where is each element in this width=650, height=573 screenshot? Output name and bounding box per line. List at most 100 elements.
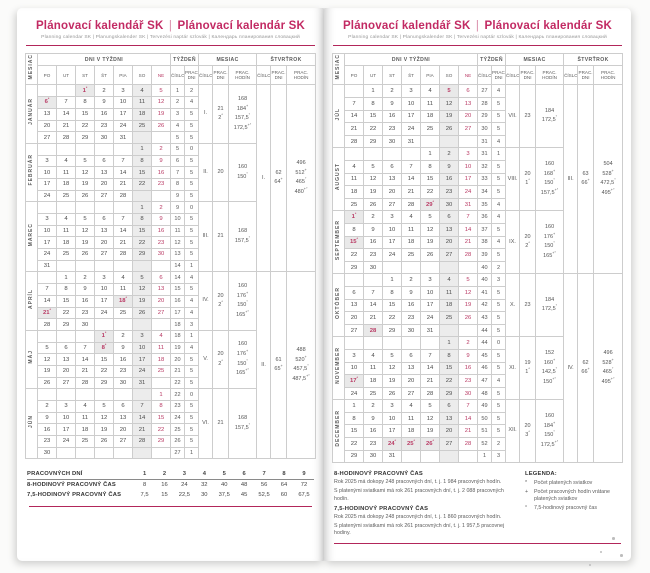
day-cell: 27 [56, 376, 76, 390]
working-hours-value: 5 [214, 468, 235, 480]
day-cell: 29 [75, 131, 95, 144]
day-cell [75, 388, 95, 402]
month-workdays-cell: 23 [519, 84, 537, 149]
day-cell: 30 [150, 248, 172, 261]
day-cell: 19 [382, 374, 402, 388]
day-cell: 28 [75, 376, 95, 390]
day-cell: 9 [75, 283, 95, 296]
stat-header: PRAC. DNI [270, 65, 288, 86]
day-cell: 11 [56, 166, 76, 179]
day-cell: 3 [382, 399, 402, 413]
day-cell [56, 388, 76, 402]
day-cell: 23 [150, 177, 172, 191]
day-cell: 1 [56, 271, 76, 285]
day-cell [457, 449, 479, 464]
day-cell: 11 [344, 172, 364, 187]
week-number-cell: 22 [170, 376, 186, 390]
day-cell: 17 [37, 177, 57, 191]
day-cell: 27 [113, 435, 133, 448]
month-name-label: NOVEMBER [335, 347, 341, 385]
day-cell: 12 [420, 223, 440, 237]
day-cell: 13 [382, 172, 402, 187]
day-cell: 10 [132, 341, 152, 355]
day-cell: 18 [75, 423, 95, 437]
week-row: 24 25 26 27 28 29 30 13 5 [26, 248, 316, 261]
working-hours-row: 8-HODINOVÝ PRACOVNÝ ČAS 8 16 24 32 40 48 56 64 72 [27, 479, 314, 490]
quarter-header: ŠTVRŤROK [563, 52, 624, 67]
day-cell: 6 [382, 160, 402, 174]
stat-header: PRAC. HODÍN [593, 65, 624, 86]
day-cell: 5 [363, 160, 383, 174]
legend-symbol: * [525, 479, 528, 486]
quarter-workdays-cell: 62 64+ [270, 84, 288, 273]
day-cell: 17 [457, 172, 479, 187]
week-number-cell: 3 [170, 107, 186, 121]
week-workdays-cell: 5 [491, 97, 507, 111]
day-cell: 15 [150, 411, 172, 425]
day-cell: 5 [75, 213, 95, 226]
week-number-cell: 6 [170, 154, 186, 168]
day-cell: 22 [363, 122, 383, 136]
day-cell: 16 [37, 423, 57, 437]
day-cell [56, 259, 76, 273]
week-workdays-cell: 5 [184, 411, 200, 425]
month-number-cell: XI. [505, 336, 521, 401]
month-hours-cell: 184 172,5° [535, 84, 565, 149]
day-cell: 20 [94, 236, 114, 250]
day-cell [113, 201, 133, 215]
day-cell: 19 [94, 423, 114, 437]
day-cell: 18 [56, 236, 76, 250]
week-workdays-cell: 0 [184, 388, 200, 402]
day-cell [56, 84, 76, 98]
working-hours-value: 40 [221, 482, 228, 489]
day-cell: 19 [75, 236, 95, 250]
day-cell: 25 [344, 197, 364, 212]
day-cell: 21 [457, 235, 479, 250]
calendar-body: JANUÁR 1* 2 3 4 5 1 2 I. 21 2* 168 184+ 157,5° 172,5+°… [25, 84, 317, 460]
day-cell: 6 [94, 213, 114, 226]
day-cell: 13 [56, 353, 76, 366]
day-cell: 5 [150, 84, 172, 98]
day-cell: 6 [150, 271, 172, 285]
day-cell: 26 [150, 119, 172, 133]
stat-header: ČÍSLO [256, 65, 272, 86]
day-cell [113, 259, 133, 273]
week-row: JANUÁR 1* 2 3 4 5 1 2 I. 21 2* 168 184+ 157,5° 172,5+°… [25, 84, 317, 273]
week-workdays-cell: 3 [491, 449, 507, 464]
week-workdays-cell: 5 [491, 298, 507, 313]
month-workdays-cell: 23 [519, 273, 537, 338]
working-hours-value: 8 [274, 468, 294, 480]
day-cell: 16 [75, 294, 95, 308]
working-hours-value: 8 [142, 482, 147, 489]
stat-header: ČÍSLO [505, 65, 521, 86]
day-cell: 21 [132, 423, 152, 437]
week-row: SEPTEMBER 1* 2 3 4 5 6 7 36 4 IX. 20 2* 160 176+ 150° 16… [332, 210, 623, 275]
day-cell: 29 [344, 449, 364, 464]
day-cell: 16 [401, 298, 421, 313]
week-workdays-cell: 5 [184, 213, 200, 226]
month-hours-cell: 160 184+ 150° 172,5+° [535, 399, 565, 464]
week-header: TÝŽDEŇ [170, 52, 200, 67]
day-cell: 30 [75, 318, 95, 331]
day-cell: 4 [75, 400, 95, 413]
legend-item: ° 7,5-hodinový pracovný čas [525, 505, 621, 512]
day-cell [420, 134, 440, 149]
day-cell: 12 [457, 285, 479, 300]
month-name: JÚL [332, 84, 345, 149]
page-spread: Plánovací kalendář SK | Plánovací kalend… [17, 8, 631, 561]
day-cell: 25 [56, 248, 76, 261]
stat-header: PRAC. DNI [519, 65, 537, 86]
day-cell [37, 201, 57, 215]
day-cell: 3 [37, 213, 57, 226]
summary-8h-line2: S platenými sviatkami má rok 261 pracovn… [334, 488, 504, 502]
day-cell: 13 [37, 107, 57, 121]
week-number-cell: 17 [170, 306, 186, 320]
month-workdays-cell: 19 1* [519, 336, 537, 401]
day-cell: 12 [132, 283, 152, 296]
day-cell: 18 [420, 109, 440, 124]
legend-items: * Počet platených sviatkov + Počet pracovný… [525, 480, 621, 513]
week-row: 23 24 25 26 27 28 29 26 5 [26, 435, 316, 448]
week-row: 28 29 30 31 31 4 [333, 134, 623, 149]
month-header: MESIAC [198, 52, 258, 67]
day-cell: 29 [150, 435, 172, 448]
